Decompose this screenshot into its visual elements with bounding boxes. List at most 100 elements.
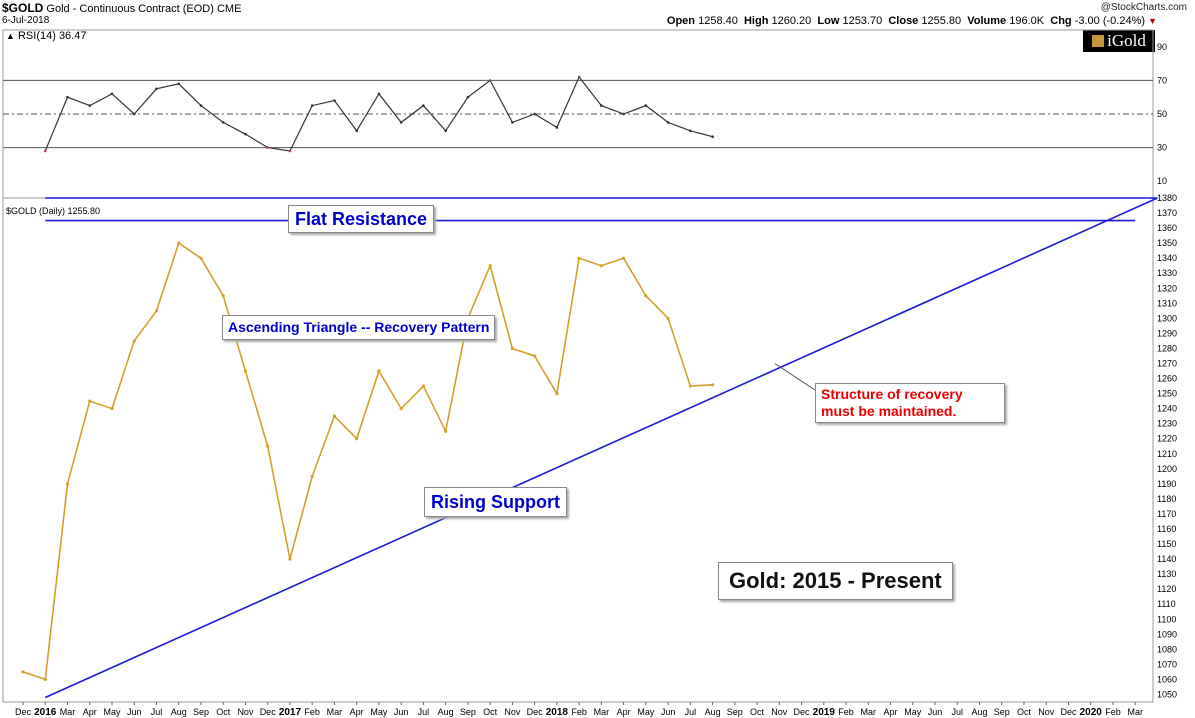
- close-value: 1255.80: [921, 15, 962, 27]
- price-point: [310, 474, 314, 478]
- price-y-tick: 1290: [1157, 328, 1177, 338]
- price-point: [177, 241, 181, 245]
- x-month-tick: May: [904, 707, 922, 717]
- rsi-point: [622, 112, 625, 116]
- price-point: [421, 384, 426, 388]
- price-y-tick: 1050: [1157, 689, 1177, 699]
- x-month-tick: Nov: [1038, 707, 1055, 717]
- x-month-tick: Oct: [750, 707, 765, 717]
- price-point: [444, 429, 448, 433]
- price-point: [399, 407, 403, 411]
- price-point: [377, 369, 381, 373]
- price-point: [488, 264, 492, 268]
- gold-period-title: Gold: 2015 - Present: [718, 562, 953, 600]
- rsi-y-tick: 70: [1157, 75, 1167, 85]
- price-point: [577, 256, 581, 260]
- rsi-point: [310, 104, 314, 107]
- x-month-tick: Feb: [838, 707, 854, 717]
- x-month-tick: Jul: [951, 707, 963, 717]
- rsi-panel: 10 30 50 70 90: [2, 29, 1167, 199]
- rsi-point: [444, 129, 447, 133]
- price-point: [710, 383, 715, 387]
- price-panel: 1050 1060 1070 1080 1090 1100 1110 1120 1130 1140…: [2, 193, 1177, 703]
- price-point: [65, 482, 70, 486]
- x-month-tick: Dec: [794, 707, 811, 717]
- rsi-point: [600, 104, 603, 107]
- price-y-tick: 1150: [1157, 539, 1176, 549]
- rsi-point: [199, 104, 203, 107]
- rsi-y-tick: 10: [1157, 176, 1167, 186]
- x-month-tick: May: [370, 707, 388, 717]
- price-point: [21, 670, 25, 674]
- price-y-tick: 1200: [1157, 464, 1177, 474]
- price-y-tick: 1370: [1157, 208, 1177, 218]
- rsi-y-tick: 50: [1157, 109, 1167, 119]
- price-point: [88, 399, 92, 403]
- price-y-tick: 1300: [1157, 313, 1177, 323]
- x-month-tick: May: [103, 707, 121, 717]
- price-point: [288, 557, 292, 561]
- rsi-point: [110, 92, 114, 96]
- open-label: Open: [666, 15, 696, 27]
- rsi-point: [711, 135, 714, 139]
- price-point: [332, 414, 337, 418]
- x-month-tick: May: [637, 707, 655, 717]
- x-month-tick: Sep: [460, 707, 476, 717]
- ohlc-summary: Open 1258.40 High 1260.20 Low 1253.70 Cl…: [667, 15, 1157, 27]
- price-y-tick: 1100: [1157, 614, 1176, 624]
- x-month-tick: Jun: [127, 707, 142, 717]
- chg-value: -3.00 (-0.24%): [1074, 15, 1146, 27]
- price-point: [199, 256, 203, 260]
- rsi-label-text: RSI(14) 36.47: [17, 30, 87, 42]
- price-y-tick: 1110: [1157, 599, 1176, 609]
- rsi-point: [377, 92, 381, 96]
- x-month-tick: Jul: [151, 707, 163, 717]
- rsi-point: [511, 121, 514, 124]
- x-month-tick: Aug: [171, 707, 187, 717]
- price-y-tick: 1380: [1157, 193, 1177, 203]
- open-value: 1258.40: [698, 15, 738, 27]
- price-y-tick: 1190: [1157, 479, 1176, 489]
- x-month-tick: Aug: [438, 707, 454, 717]
- x-month-tick: Oct: [483, 707, 498, 717]
- price-point: [666, 316, 670, 320]
- x-month-tick: Dec: [15, 707, 32, 717]
- price-y-tick: 1260: [1157, 374, 1177, 384]
- x-axis: Dec 2016 Mar Apr May Jun Jul Aug Sep Oct Nov Dec 201…: [15, 702, 1143, 718]
- price-y-tick: 1340: [1157, 253, 1177, 263]
- trendline: [44, 197, 1158, 699]
- price-point: [555, 391, 559, 396]
- price-panel-frame: [2, 197, 1154, 703]
- x-month-tick: Mar: [60, 707, 76, 717]
- chg-label: Chg: [1050, 15, 1072, 27]
- x-month-tick: Oct: [216, 707, 231, 717]
- x-month-tick: Jul: [685, 707, 697, 717]
- x-month-tick: Jun: [661, 707, 676, 717]
- rsi-point: [221, 121, 225, 124]
- logo-text: iGold: [1107, 31, 1146, 50]
- x-month-tick: Mar: [327, 707, 343, 717]
- price-y-tick: 1230: [1157, 419, 1177, 429]
- x-month-tick: Dec: [527, 707, 544, 717]
- x-month-tick: Apr: [350, 707, 364, 717]
- rsi-point: [399, 121, 403, 124]
- price-y-tick: 1130: [1157, 569, 1176, 579]
- price-y-tick: 1060: [1157, 674, 1177, 684]
- x-month-tick: Apr: [617, 707, 631, 717]
- rsi-point: [555, 126, 559, 129]
- copyright[interactable]: @StockCharts.com: [1100, 2, 1187, 13]
- x-month-tick: Jun: [394, 707, 409, 717]
- price-point: [132, 339, 136, 343]
- rsi-point: [132, 112, 136, 116]
- price-point: [221, 294, 225, 298]
- chart-date: 6-Jul-2018: [2, 15, 50, 26]
- price-point: [644, 294, 648, 298]
- rsi-point: [577, 75, 581, 79]
- low-value: 1253.70: [842, 15, 883, 27]
- x-month-tick: Jul: [418, 707, 430, 717]
- x-month-tick: Feb: [1105, 707, 1121, 717]
- rsi-point: [88, 104, 92, 107]
- x-year-tick: 2019: [813, 707, 836, 718]
- x-month-tick: Nov: [237, 707, 254, 717]
